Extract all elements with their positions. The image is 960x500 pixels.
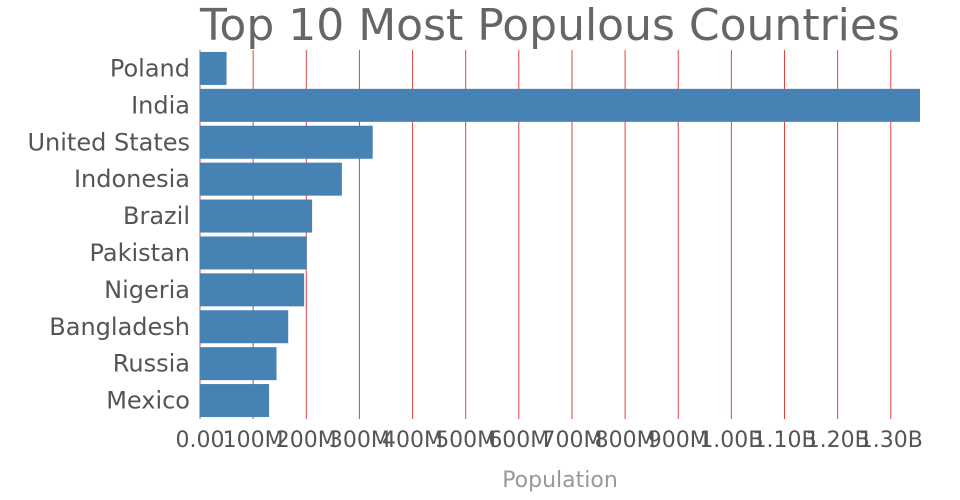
category-label: India (131, 91, 190, 119)
bar (200, 273, 305, 307)
x-tick-label: 100M (223, 428, 284, 453)
x-tick-label: 1.10B (752, 428, 816, 453)
category-label: Poland (110, 54, 190, 82)
category-label: Russia (113, 350, 190, 378)
x-tick-label: 500M (435, 428, 496, 453)
category-label: United States (27, 128, 190, 156)
x-tick-label: 600M (488, 428, 549, 453)
x-tick-label: 400M (382, 428, 443, 453)
x-tick-label: 800M (595, 428, 656, 453)
x-tick-label: 700M (541, 428, 602, 453)
x-tick-label: 900M (648, 428, 709, 453)
x-tick-label: 1.00B (699, 428, 763, 453)
bar (200, 199, 313, 233)
category-label: Brazil (123, 202, 190, 230)
x-tick-label: 1.30B (859, 428, 923, 453)
category-label: Indonesia (74, 165, 190, 193)
bar (200, 125, 373, 159)
chart-title: Top 10 Most Populous Countries (199, 0, 900, 51)
category-label: Nigeria (104, 276, 190, 304)
x-tick-label: 200M (276, 428, 337, 453)
bar (200, 310, 289, 344)
category-labels: Poland India United States Indonesia Brazil P… (27, 54, 190, 414)
x-tick-label: 300M (329, 428, 390, 453)
bar (200, 236, 307, 270)
bar (200, 347, 277, 381)
bar (200, 51, 227, 85)
x-tick-labels: 0.00100M200M300M400M500M600M700M800M900M… (176, 428, 923, 453)
bar (200, 88, 920, 122)
bars (200, 51, 920, 418)
bar (200, 384, 270, 418)
x-tick-label: 1.20B (806, 428, 870, 453)
category-label: Bangladesh (49, 313, 190, 341)
category-label: Mexico (106, 387, 190, 415)
bar (200, 162, 342, 196)
x-axis-title: Population (502, 468, 618, 493)
x-tick-label: 0.00 (176, 428, 225, 453)
category-label: Pakistan (90, 239, 191, 267)
